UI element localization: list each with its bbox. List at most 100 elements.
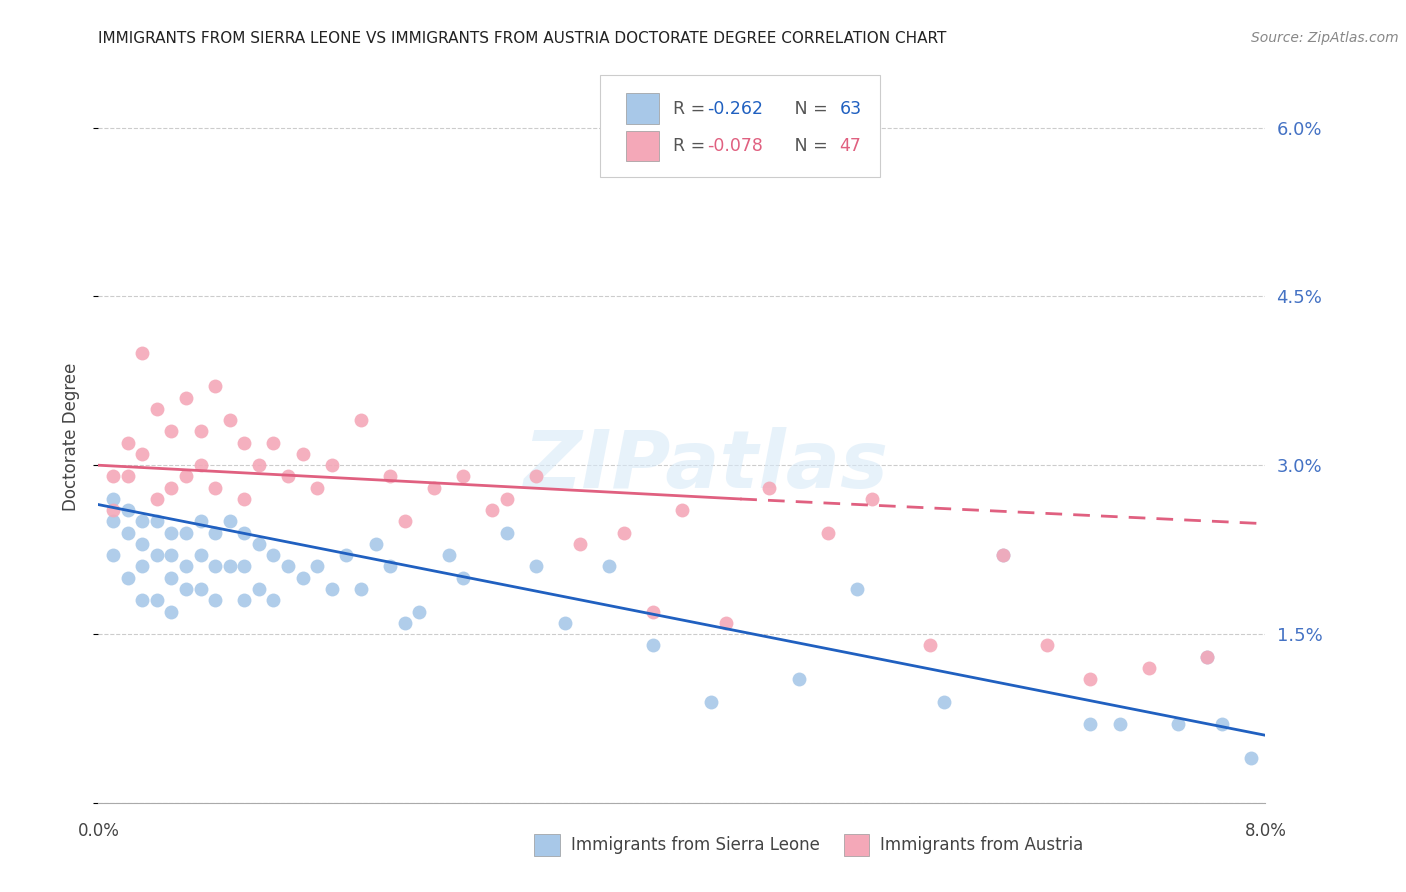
Point: [1080, 672, 1102, 686]
Point: [612, 525, 634, 540]
Point: [714, 615, 737, 630]
Point: [190, 582, 212, 596]
Point: [437, 548, 460, 562]
Point: [568, 537, 591, 551]
Point: [131, 345, 153, 359]
Point: [524, 469, 547, 483]
Point: [117, 571, 139, 585]
Point: [408, 605, 430, 619]
Point: [991, 548, 1014, 562]
Point: [233, 491, 256, 506]
Point: [934, 694, 956, 708]
Point: [524, 559, 547, 574]
Point: [262, 593, 284, 607]
Point: [131, 559, 153, 574]
Bar: [626, 130, 658, 161]
Point: [174, 469, 197, 483]
Text: ZIPatlas: ZIPatlas: [523, 427, 887, 506]
Point: [321, 458, 343, 473]
Point: [160, 548, 183, 562]
Point: [291, 447, 314, 461]
Point: [190, 425, 212, 439]
Point: [787, 672, 810, 686]
Text: Immigrants from Sierra Leone: Immigrants from Sierra Leone: [571, 836, 820, 855]
Point: [233, 559, 256, 574]
Point: [218, 515, 240, 529]
Point: [160, 425, 183, 439]
Point: [247, 458, 270, 473]
Point: [233, 525, 256, 540]
Point: [101, 469, 124, 483]
Text: Immigrants from Austria: Immigrants from Austria: [880, 836, 1084, 855]
Point: [160, 571, 183, 585]
Point: [218, 413, 240, 427]
Point: [277, 469, 299, 483]
Point: [117, 469, 139, 483]
Point: [101, 491, 124, 506]
Point: [321, 582, 343, 596]
Point: [117, 503, 139, 517]
Point: [1167, 717, 1189, 731]
Point: [190, 548, 212, 562]
Y-axis label: Doctorate Degree: Doctorate Degree: [62, 363, 80, 511]
Text: -0.078: -0.078: [707, 137, 763, 155]
Point: [335, 548, 357, 562]
Text: IMMIGRANTS FROM SIERRA LEONE VS IMMIGRANTS FROM AUSTRIA DOCTORATE DEGREE CORRELA: IMMIGRANTS FROM SIERRA LEONE VS IMMIGRAN…: [98, 31, 946, 46]
Point: [918, 638, 941, 652]
Point: [247, 582, 270, 596]
Point: [1035, 638, 1057, 652]
Point: [307, 559, 329, 574]
Text: N =: N =: [778, 100, 832, 118]
Text: 63: 63: [839, 100, 862, 118]
Point: [262, 548, 284, 562]
Point: [291, 571, 314, 585]
Point: [845, 582, 868, 596]
Point: [174, 582, 197, 596]
Point: [817, 525, 839, 540]
Point: [204, 593, 226, 607]
Text: N =: N =: [778, 137, 832, 155]
Point: [1240, 751, 1263, 765]
Text: Source: ZipAtlas.com: Source: ZipAtlas.com: [1251, 31, 1399, 45]
Point: [233, 593, 256, 607]
Point: [380, 559, 402, 574]
Point: [204, 559, 226, 574]
Point: [860, 491, 883, 506]
Point: [481, 503, 503, 517]
Point: [247, 537, 270, 551]
Point: [117, 435, 139, 450]
Point: [190, 515, 212, 529]
Point: [117, 525, 139, 540]
Bar: [844, 834, 869, 856]
Text: -0.262: -0.262: [707, 100, 763, 118]
Text: 8.0%: 8.0%: [1244, 822, 1286, 840]
Point: [146, 401, 169, 416]
Point: [146, 593, 169, 607]
Point: [423, 481, 446, 495]
Point: [350, 413, 373, 427]
Point: [131, 515, 153, 529]
Point: [174, 559, 197, 574]
Point: [190, 458, 212, 473]
Point: [1137, 661, 1160, 675]
Point: [700, 694, 723, 708]
Bar: [534, 834, 560, 856]
Text: R =: R =: [672, 137, 710, 155]
Point: [146, 491, 169, 506]
Point: [160, 481, 183, 495]
Point: [174, 525, 197, 540]
Point: [758, 481, 780, 495]
Point: [380, 469, 402, 483]
Point: [641, 605, 664, 619]
Point: [307, 481, 329, 495]
Text: 0.0%: 0.0%: [77, 822, 120, 840]
Point: [146, 548, 169, 562]
Point: [394, 515, 416, 529]
Point: [131, 593, 153, 607]
Point: [262, 435, 284, 450]
Point: [641, 638, 664, 652]
Point: [131, 447, 153, 461]
Point: [1080, 717, 1102, 731]
Point: [451, 571, 474, 585]
Point: [160, 525, 183, 540]
